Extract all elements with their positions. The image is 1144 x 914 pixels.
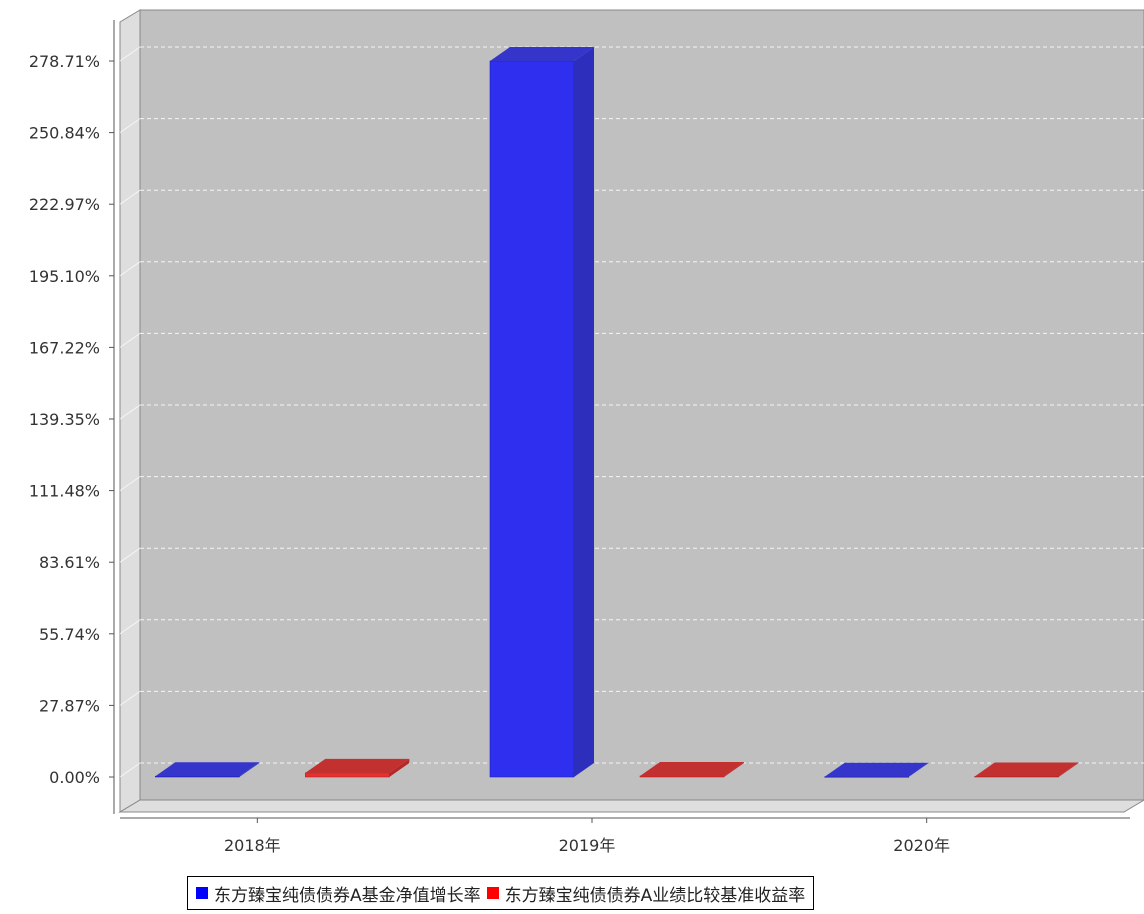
y-tick-label: 111.48% [29, 482, 100, 501]
bar-front [489, 60, 575, 778]
legend-item-benchmark: 东方臻宝纯债债券A业绩比较基准收益率 [486, 881, 806, 906]
y-tick-label: 250.84% [29, 124, 100, 143]
grid-lines [119, 46, 1144, 778]
y-tick-label: 167.22% [29, 338, 100, 357]
legend-swatch-blue [196, 887, 208, 899]
bar-top [155, 762, 260, 777]
y-tick-label: 27.87% [39, 696, 100, 715]
chart-floor [118, 799, 1144, 813]
x-axis-ticks: 2018年 2019年 2020年 [224, 818, 950, 855]
y-tick-label: 83.61% [39, 553, 100, 572]
bar-side [908, 762, 929, 777]
bar-front [639, 775, 725, 778]
bar-front [155, 775, 240, 778]
bar-side [724, 761, 744, 777]
grid-line-wall [119, 404, 141, 420]
bar-nav-growth-2020 [824, 762, 929, 778]
grid-line-wall [119, 690, 141, 706]
y-tick-label: 0.00% [49, 768, 100, 787]
y-tick-label: 55.74% [39, 625, 100, 644]
y-axis-ticks: 0.00% 27.87% 55.74% 83.61% 111.48% 139.35% 167… [29, 52, 114, 787]
bar-chart: 0.00% 27.87% 55.74% 83.61% 111.48% 139.35% 167… [29, 9, 1144, 855]
x-tick-label: 2019年 [559, 836, 616, 855]
bar-front [974, 776, 1059, 778]
bar-front [824, 776, 909, 778]
grid-line-wall [119, 189, 141, 205]
grid-line-wall [119, 332, 141, 348]
grid-line-wall [119, 261, 141, 277]
grid-line-wall [119, 619, 141, 635]
bar-side [389, 758, 410, 777]
y-tick-label: 139.35% [29, 410, 100, 429]
legend-swatch-red [486, 887, 499, 899]
y-tick-label: 195.10% [29, 267, 100, 286]
legend-label: 东方臻宝纯债债券A业绩比较基准收益率 [504, 885, 806, 906]
legend-item-nav-growth: 东方臻宝纯债债券A基金净值增长率 [196, 881, 481, 906]
grid-line-wall [119, 118, 141, 134]
bar-top [640, 761, 744, 776]
bars [155, 47, 1079, 778]
bar-top [974, 762, 1079, 777]
y-tick-label: 278.71% [29, 52, 100, 71]
grid-line-wall [119, 46, 141, 62]
grid-line-wall [119, 476, 141, 492]
bar-nav-growth-2018 [155, 762, 260, 778]
x-tick-label: 2018年 [224, 836, 281, 855]
bar-top [305, 758, 410, 773]
legend-label: 东方臻宝纯债债券A基金净值增长率 [214, 885, 481, 906]
bar-benchmark-2020 [974, 762, 1079, 778]
bar-benchmark-2018 [305, 758, 410, 778]
bar-nav-growth-2019 [489, 47, 594, 778]
x-tick-label: 2020年 [893, 836, 950, 855]
legend: 东方臻宝纯债债券A基金净值增长率 东方臻宝纯债债券A业绩比较基准收益率 [187, 876, 815, 910]
bar-side [239, 762, 260, 777]
grid-line-wall [119, 762, 141, 778]
bar-top [490, 47, 594, 61]
bar-benchmark-2019 [639, 761, 744, 778]
bar-side [1058, 762, 1079, 777]
bar-front [305, 772, 390, 778]
bar-side [574, 47, 594, 777]
grid-line-wall [119, 547, 141, 563]
y-tick-label: 222.97% [29, 195, 100, 214]
bar-top [824, 762, 929, 777]
